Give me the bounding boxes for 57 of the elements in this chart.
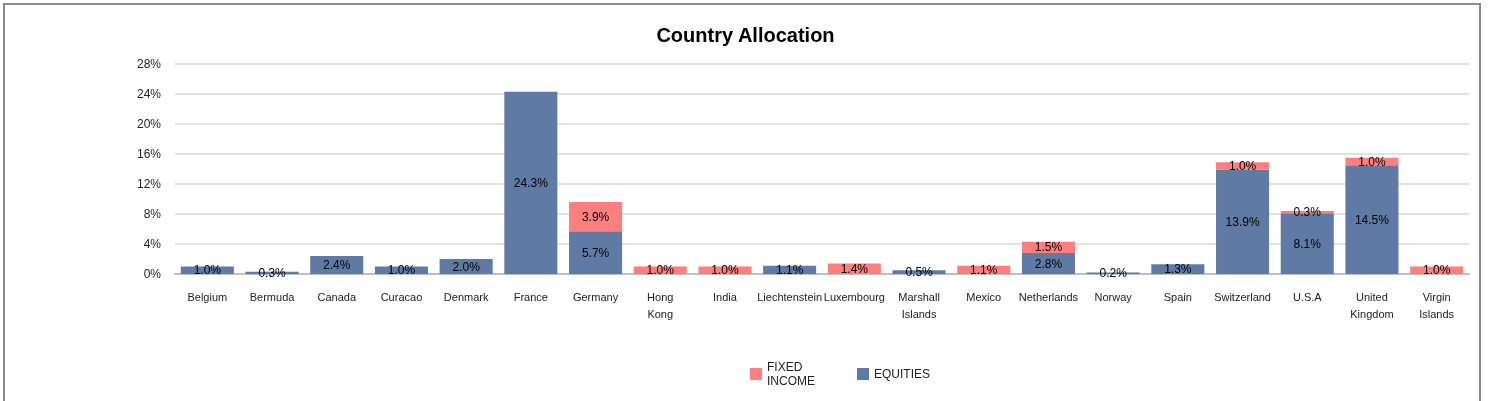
- y-tick-label: 0%: [143, 267, 162, 281]
- bar: [1345, 165, 1399, 274]
- y-tick-label: 12%: [136, 177, 162, 191]
- data-label: 1.1%: [775, 262, 804, 277]
- data-label: 5.7%: [581, 245, 610, 260]
- data-label: 1.0%: [1358, 154, 1386, 169]
- data-label: 1.0%: [711, 263, 739, 278]
- x-tick-label: Canada: [317, 290, 357, 303]
- data-label: 1.0%: [387, 263, 416, 278]
- data-label: 24.3%: [513, 175, 549, 190]
- data-label: 1.1%: [970, 262, 998, 277]
- x-tick-label: United Kingdom: [1350, 290, 1394, 320]
- data-label: 8.1%: [1293, 236, 1322, 251]
- data-label: 1.0%: [1228, 159, 1257, 173]
- y-tick-label: 8%: [143, 207, 162, 221]
- legend-label: EQUITIES: [874, 367, 931, 381]
- x-tick-label: Denmark: [443, 290, 489, 303]
- data-label: 2.0%: [452, 259, 481, 274]
- data-label: 14.5%: [1354, 212, 1390, 227]
- x-tick-label: Netherlands: [1018, 290, 1079, 303]
- x-tick-label: Marshall Islands: [898, 290, 940, 320]
- x-tick-label: France: [513, 290, 548, 303]
- x-tick-label: Luxembourg: [823, 290, 885, 303]
- x-tick-label: Mexico: [966, 290, 1002, 303]
- x-tick-label: Virgin Islands: [1419, 290, 1455, 320]
- x-tick-label: Norway: [1094, 290, 1133, 303]
- data-label: 1.0%: [646, 263, 675, 278]
- x-tick-label: U.S.A: [1292, 290, 1323, 303]
- x-tick-label: Germany: [572, 290, 619, 303]
- chart-title: Country Allocation: [656, 24, 835, 46]
- data-label: 2.8%: [1034, 256, 1063, 271]
- data-label: 3.9%: [581, 209, 610, 224]
- x-tick-label: Belgium: [187, 290, 228, 303]
- bar: [569, 231, 623, 274]
- y-tick-label: 20%: [136, 117, 162, 131]
- x-tick-label: Bermuda: [249, 290, 296, 303]
- y-tick-label: 4%: [143, 237, 162, 251]
- data-label: 1.0%: [1422, 263, 1451, 278]
- data-label: 1.4%: [840, 261, 869, 276]
- bar: [1216, 169, 1270, 274]
- legend-label: FIXED INCOME: [767, 360, 815, 388]
- bar: [504, 91, 558, 274]
- y-tick-label: 24%: [136, 87, 162, 101]
- data-label: 13.9%: [1225, 214, 1260, 229]
- x-tick-label: India: [713, 290, 738, 303]
- x-tick-label: Curacao: [380, 290, 423, 303]
- data-label: 0.3%: [258, 265, 287, 280]
- data-label: 2.4%: [323, 258, 351, 272]
- x-tick-label: Switzerland: [1214, 290, 1271, 303]
- data-label: 1.5%: [1034, 240, 1063, 255]
- data-label: 1.3%: [1164, 262, 1192, 277]
- data-label: 1.0%: [193, 263, 222, 278]
- x-tick-label: Liechtenstein: [757, 290, 823, 303]
- x-tick-label: Spain: [1163, 290, 1192, 303]
- y-tick-label: 28%: [136, 57, 162, 71]
- y-tick-label: 16%: [136, 147, 162, 161]
- x-tick-label: Hong Kong: [647, 290, 674, 320]
